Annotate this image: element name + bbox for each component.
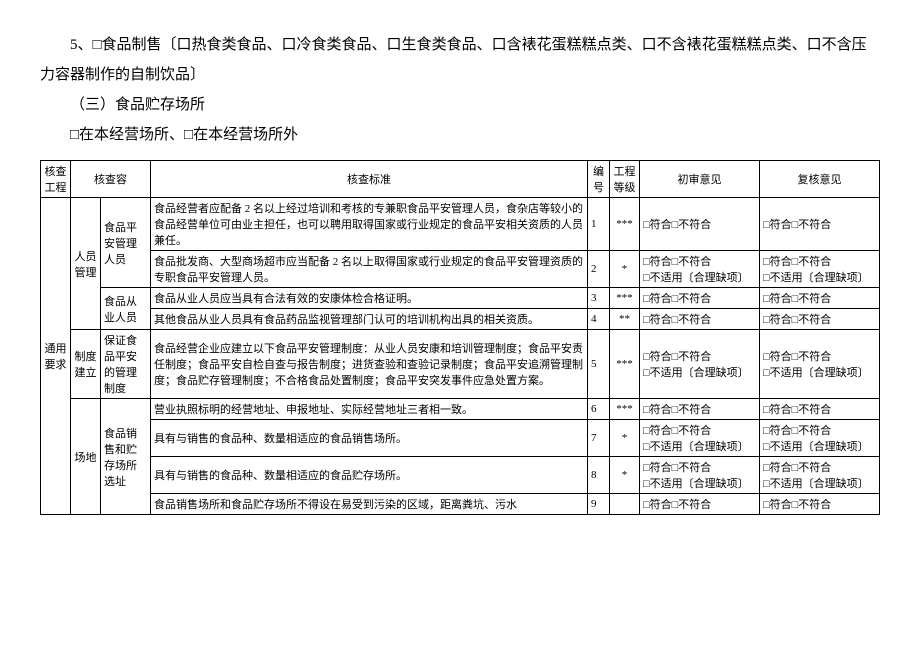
std-cell: 具有与销售的食品种、数量相适应的食品贮存场所。 [151, 457, 588, 494]
opinion-cell: □符合□不符合 [640, 288, 760, 309]
review-cell: □符合□不符合 [760, 309, 880, 330]
opinion-cell: □符合□不符合 [640, 399, 760, 420]
th-standard: 核查标准 [151, 161, 588, 198]
inspection-table: 核查工程 核查容 核查标准 编号 工程等级 初审意见 复核意见 通用要求 人员管… [40, 160, 880, 515]
table-row: 其他食品从业人员具有食品药品监视管理部门认可的培训机构出具的相关资质。 4 **… [41, 309, 880, 330]
item-safety-mgr: 食品平安管理人员 [101, 198, 151, 288]
std-cell: 食品从业人员应当具有合法有效的安康体检合格证明。 [151, 288, 588, 309]
opinion-cell: □符合□不符合□不适用〔合理缺项〕 [640, 420, 760, 457]
review-cell: □符合□不符合 [760, 399, 880, 420]
item-site: 食品销售和贮存场所选址 [101, 399, 151, 515]
opinion-cell: □符合□不符合□不适用〔合理缺项〕 [640, 457, 760, 494]
num-cell: 8 [588, 457, 610, 494]
table-row: 通用要求 人员管理 食品平安管理人员 食品经营者应配备 2 名以上经过培训和考核… [41, 198, 880, 251]
num-cell: 4 [588, 309, 610, 330]
review-cell: □符合□不符合□不适用〔合理缺项〕 [760, 420, 880, 457]
std-cell: 其他食品从业人员具有食品药品监视管理部门认可的培训机构出具的相关资质。 [151, 309, 588, 330]
num-cell: 6 [588, 399, 610, 420]
opinion-cell: □符合□不符合 [640, 309, 760, 330]
num-cell: 5 [588, 330, 610, 399]
opinion-cell: □符合□不符合□不适用〔合理缺项〕 [640, 330, 760, 399]
grade-cell [610, 494, 640, 515]
num-cell: 9 [588, 494, 610, 515]
review-cell: □符合□不符合□不适用〔合理缺项〕 [760, 251, 880, 288]
grade-cell: ** [610, 309, 640, 330]
opinion-cell: □符合□不符合 [640, 494, 760, 515]
item-staff: 食品从业人员 [101, 288, 151, 330]
num-cell: 1 [588, 198, 610, 251]
opinion-cell: □符合□不符合 [640, 198, 760, 251]
review-cell: □符合□不符合 [760, 288, 880, 309]
std-cell: 食品批发商、大型商场超市应当配备 2 名以上取得国家或行业规定的食品平安管理资质… [151, 251, 588, 288]
intro-p1: 5、□食品制售〔口热食类食品、口冷食类食品、口生食类食品、口含裱花蛋糕糕点类、口… [40, 30, 880, 90]
table-row: 食品销售场所和食品贮存场所不得设在易受到污染的区域，距离粪坑、污水 9 □符合□… [41, 494, 880, 515]
std-cell: 具有与销售的食品种、数量相适应的食品销售场所。 [151, 420, 588, 457]
th-number: 编号 [588, 161, 610, 198]
table-row: 食品批发商、大型商场超市应当配备 2 名以上取得国家或行业规定的食品平安管理资质… [41, 251, 880, 288]
intro-p3: □在本经营场所、□在本经营场所外 [40, 120, 880, 150]
review-cell: □符合□不符合□不适用〔合理缺项〕 [760, 330, 880, 399]
std-cell: 食品经营企业应建立以下食品平安管理制度：从业人员安康和培训管理制度；食品平安责任… [151, 330, 588, 399]
num-cell: 3 [588, 288, 610, 309]
th-initial: 初审意见 [640, 161, 760, 198]
review-cell: □符合□不符合 [760, 198, 880, 251]
group-system: 制度建立 [71, 330, 101, 399]
std-cell: 食品销售场所和食品贮存场所不得设在易受到污染的区域，距离粪坑、污水 [151, 494, 588, 515]
review-cell: □符合□不符合□不适用〔合理缺项〕 [760, 457, 880, 494]
th-content: 核查容 [71, 161, 151, 198]
grade-cell: *** [610, 399, 640, 420]
grade-cell: * [610, 420, 640, 457]
opinion-cell: □符合□不符合□不适用〔合理缺项〕 [640, 251, 760, 288]
group-site: 场地 [71, 399, 101, 515]
grade-cell: *** [610, 198, 640, 251]
review-cell: □符合□不符合 [760, 494, 880, 515]
th-project: 核查工程 [41, 161, 71, 198]
std-cell: 食品经营者应配备 2 名以上经过培训和考核的专兼职食品平安管理人员，食杂店等较小… [151, 198, 588, 251]
table-row: 具有与销售的食品种、数量相适应的食品贮存场所。 8 * □符合□不符合□不适用〔… [41, 457, 880, 494]
table-row: 具有与销售的食品种、数量相适应的食品销售场所。 7 * □符合□不符合□不适用〔… [41, 420, 880, 457]
th-grade: 工程等级 [610, 161, 640, 198]
table-row: 制度建立 保证食品平安的管理制度 食品经营企业应建立以下食品平安管理制度：从业人… [41, 330, 880, 399]
intro-p2: （三）食品贮存场所 [40, 90, 880, 120]
grade-cell: * [610, 457, 640, 494]
grade-cell: *** [610, 330, 640, 399]
th-review: 复核意见 [760, 161, 880, 198]
group-personnel: 人员管理 [71, 198, 101, 330]
std-cell: 营业执照标明的经营地址、申报地址、实际经营地址三者相一致。 [151, 399, 588, 420]
table-header-row: 核查工程 核查容 核查标准 编号 工程等级 初审意见 复核意见 [41, 161, 880, 198]
grade-cell: * [610, 251, 640, 288]
grade-cell: *** [610, 288, 640, 309]
num-cell: 7 [588, 420, 610, 457]
group-general: 通用要求 [41, 198, 71, 515]
num-cell: 2 [588, 251, 610, 288]
item-system: 保证食品平安的管理制度 [101, 330, 151, 399]
table-row: 场地 食品销售和贮存场所选址 营业执照标明的经营地址、申报地址、实际经营地址三者… [41, 399, 880, 420]
table-row: 食品从业人员 食品从业人员应当具有合法有效的安康体检合格证明。 3 *** □符… [41, 288, 880, 309]
